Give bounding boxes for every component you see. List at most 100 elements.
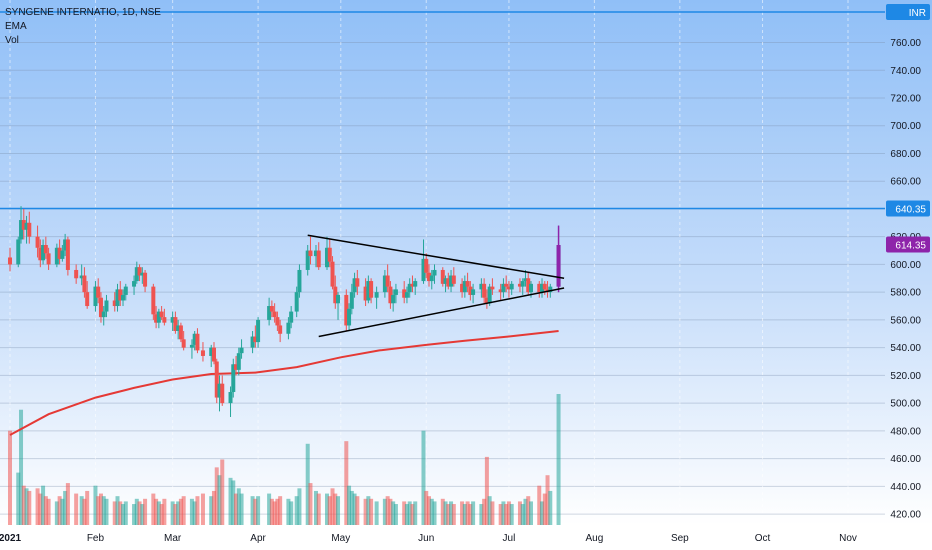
- volume-bar: [82, 498, 87, 525]
- date-tick-label: 2021: [0, 533, 22, 544]
- candle-body: [79, 275, 84, 279]
- candle: [101, 306, 106, 326]
- volume-bar: [104, 498, 109, 525]
- candle: [449, 269, 454, 293]
- date-tick-label: Aug: [585, 533, 603, 544]
- candle-body: [506, 286, 511, 290]
- candle-body: [74, 269, 79, 279]
- volume-bar: [181, 496, 186, 525]
- candle-body: [19, 220, 24, 240]
- candle-body: [173, 317, 178, 331]
- chart-legend: SYNGENE INTERNATIO, 1D, NSE EMA Vol: [5, 6, 161, 48]
- candle-body: [214, 361, 219, 398]
- volume-bar: [93, 485, 98, 525]
- candle: [410, 275, 415, 293]
- candle: [228, 386, 233, 417]
- candle-body: [385, 275, 390, 287]
- candle-body: [38, 247, 43, 261]
- volume-bar: [526, 496, 531, 525]
- candle-body: [468, 286, 473, 295]
- volume-bar: [479, 504, 484, 525]
- ema-line: [9, 330, 559, 436]
- volume-bar: [391, 501, 396, 525]
- candle-body: [85, 292, 90, 307]
- candle: [195, 328, 200, 354]
- candle-body: [104, 300, 109, 312]
- volume-bar: [217, 475, 222, 525]
- volume-bar: [24, 488, 29, 525]
- candle: [462, 275, 467, 298]
- volume-bar: [286, 498, 291, 525]
- candle-body: [540, 283, 545, 293]
- volume-bar: [195, 496, 200, 525]
- candle: [132, 275, 137, 295]
- candle: [27, 211, 32, 244]
- volume-bar: [118, 501, 123, 525]
- volume-bar: [151, 493, 156, 525]
- candle-body: [289, 311, 294, 323]
- candle-body: [333, 286, 338, 304]
- candle: [344, 289, 349, 331]
- candle-body: [231, 364, 236, 393]
- candle-body: [98, 297, 103, 318]
- volume-bar: [162, 498, 167, 525]
- candle: [118, 281, 123, 307]
- candle: [537, 281, 542, 298]
- candle-body: [427, 272, 431, 282]
- candle: [272, 303, 277, 323]
- volume-bar: [173, 504, 178, 525]
- volume-bar: [542, 493, 547, 525]
- volume-bar: [432, 501, 437, 525]
- volume-bar: [462, 504, 467, 525]
- candle: [286, 317, 291, 340]
- volume-bar: [256, 496, 261, 525]
- volume-bar: [460, 501, 465, 525]
- candle-body: [239, 347, 244, 354]
- volume-bar: [289, 501, 294, 525]
- candle: [156, 308, 161, 329]
- candle: [385, 264, 390, 293]
- candle: [446, 272, 451, 290]
- date-tick-label: Sep: [671, 533, 689, 544]
- price-tick-label: 700.00: [890, 121, 921, 132]
- candle: [178, 322, 183, 343]
- candle-body: [490, 286, 495, 290]
- candle-body: [517, 283, 522, 287]
- price-tick-label: 580.00: [890, 288, 921, 299]
- volume-bar: [344, 441, 349, 525]
- volume-bar: [115, 496, 120, 525]
- level-price-badge-bg: [886, 200, 930, 217]
- candle: [347, 303, 352, 331]
- candle-body: [132, 281, 137, 287]
- volume-bar: [465, 501, 470, 525]
- volume-bar: [313, 490, 318, 525]
- date-axis: 2021 Feb Mar Apr May Jun Jul Aug Sep Oct Nov: [0, 533, 857, 544]
- candle-body: [382, 275, 387, 293]
- candle: [355, 269, 360, 295]
- level-price-badge-text: 640.35: [895, 204, 926, 215]
- candle-body: [479, 283, 484, 290]
- volume-bar: [449, 501, 454, 525]
- candle-body: [462, 281, 467, 293]
- top-level-badge: [886, 4, 930, 20]
- volume-bar: [540, 501, 545, 525]
- candle-body: [253, 336, 258, 343]
- candle: [65, 236, 70, 276]
- candle: [333, 275, 338, 309]
- candle-body: [200, 350, 205, 356]
- currency-label: INR: [909, 8, 926, 19]
- date-tick-label: May: [331, 533, 350, 544]
- candle: [289, 306, 294, 329]
- price-tick-label: 480.00: [890, 426, 921, 437]
- candle: [540, 278, 545, 298]
- candle: [143, 269, 148, 293]
- date-tick-label: Feb: [87, 533, 105, 544]
- volume-bar: [471, 501, 476, 525]
- candle-body: [501, 283, 506, 293]
- candle: [121, 289, 126, 307]
- candle: [484, 289, 489, 309]
- candle-body: [211, 347, 216, 362]
- candle-body: [41, 245, 46, 261]
